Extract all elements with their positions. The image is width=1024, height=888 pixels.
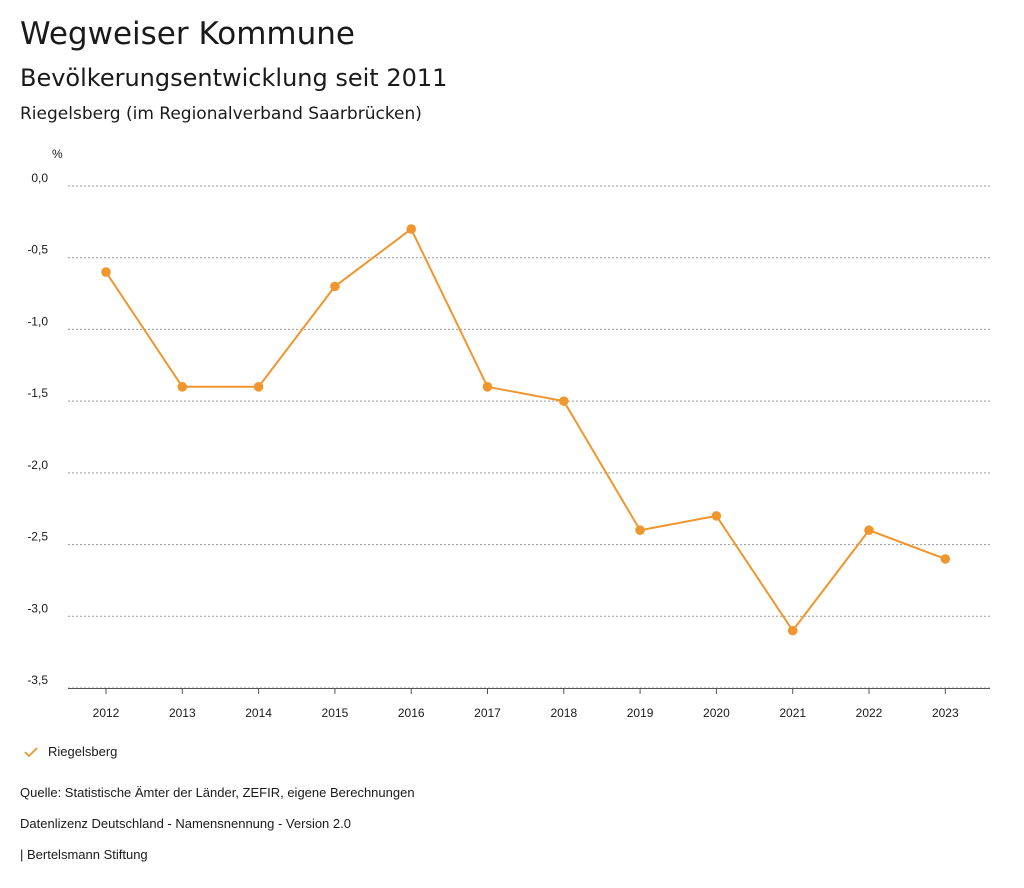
page-title: Wegweiser Kommune xyxy=(20,16,355,52)
data-point xyxy=(406,224,417,234)
y-tick-label: -3,0 xyxy=(27,601,48,615)
legend[interactable]: Riegelsberg xyxy=(24,744,117,759)
x-tick-label: 2017 xyxy=(474,706,501,720)
data-point xyxy=(559,396,569,406)
x-tick-label: 2016 xyxy=(398,706,425,720)
x-tick-label: 2013 xyxy=(169,706,196,720)
source-note: Quelle: Statistische Ämter der Länder, Z… xyxy=(20,785,415,800)
x-tick-label: 2022 xyxy=(856,706,883,720)
series-line-riegelsberg xyxy=(105,228,946,632)
check-icon xyxy=(24,746,38,757)
y-tick-label: -1,0 xyxy=(27,314,48,328)
line-chart: % 0,0 -0,5 -1,0 -1,5 -2,0 -2,5 -3,0 -3,5 2012 2013… xyxy=(27,147,990,720)
x-tick-label: 2019 xyxy=(627,706,654,720)
region-label: Riegelsberg (im Regionalverband Saarbrüc… xyxy=(20,104,422,124)
chart-subtitle: Bevölkerungsentwicklung seit 2011 xyxy=(20,64,448,92)
data-point xyxy=(101,267,111,277)
data-point xyxy=(177,382,188,392)
data-point xyxy=(940,554,951,564)
y-tick-label: -2,0 xyxy=(27,458,48,472)
x-tick-label: 2018 xyxy=(550,706,577,720)
legend-label: Riegelsberg xyxy=(48,744,118,759)
data-point xyxy=(787,625,798,636)
data-point xyxy=(864,525,874,536)
x-tick-label: 2020 xyxy=(703,706,730,720)
y-tick-label: -3,5 xyxy=(27,673,48,687)
x-tick-label: 2014 xyxy=(245,706,272,720)
y-tick-label: -1,5 xyxy=(27,386,48,400)
x-tick-label: 2021 xyxy=(779,706,806,720)
y-tick-label: -2,5 xyxy=(27,530,48,544)
y-tick-label: -0,5 xyxy=(27,243,48,257)
data-point xyxy=(482,382,493,392)
publisher-note: | Bertelsmann Stiftung xyxy=(20,847,148,862)
data-point xyxy=(253,382,264,392)
x-tick-label: 2023 xyxy=(932,706,959,720)
data-point xyxy=(635,525,645,536)
x-tick-label: 2015 xyxy=(322,706,349,720)
data-point xyxy=(711,511,722,521)
data-point xyxy=(330,281,340,292)
y-tick-label: 0,0 xyxy=(31,171,48,185)
license-note: Datenlizenz Deutschland - Namensnennung … xyxy=(20,816,351,831)
x-tick-label: 2012 xyxy=(93,706,120,720)
y-axis-unit: % xyxy=(52,147,63,161)
